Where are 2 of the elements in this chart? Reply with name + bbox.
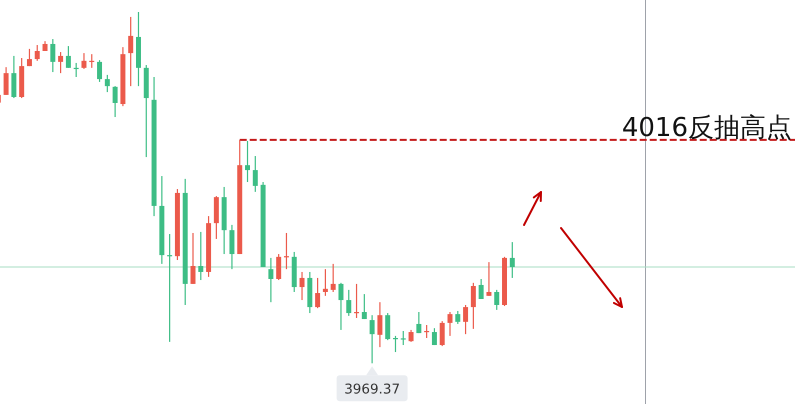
annotation: 3969.37 <box>344 381 400 398</box>
annotation: 3969.37 <box>336 366 408 402</box>
